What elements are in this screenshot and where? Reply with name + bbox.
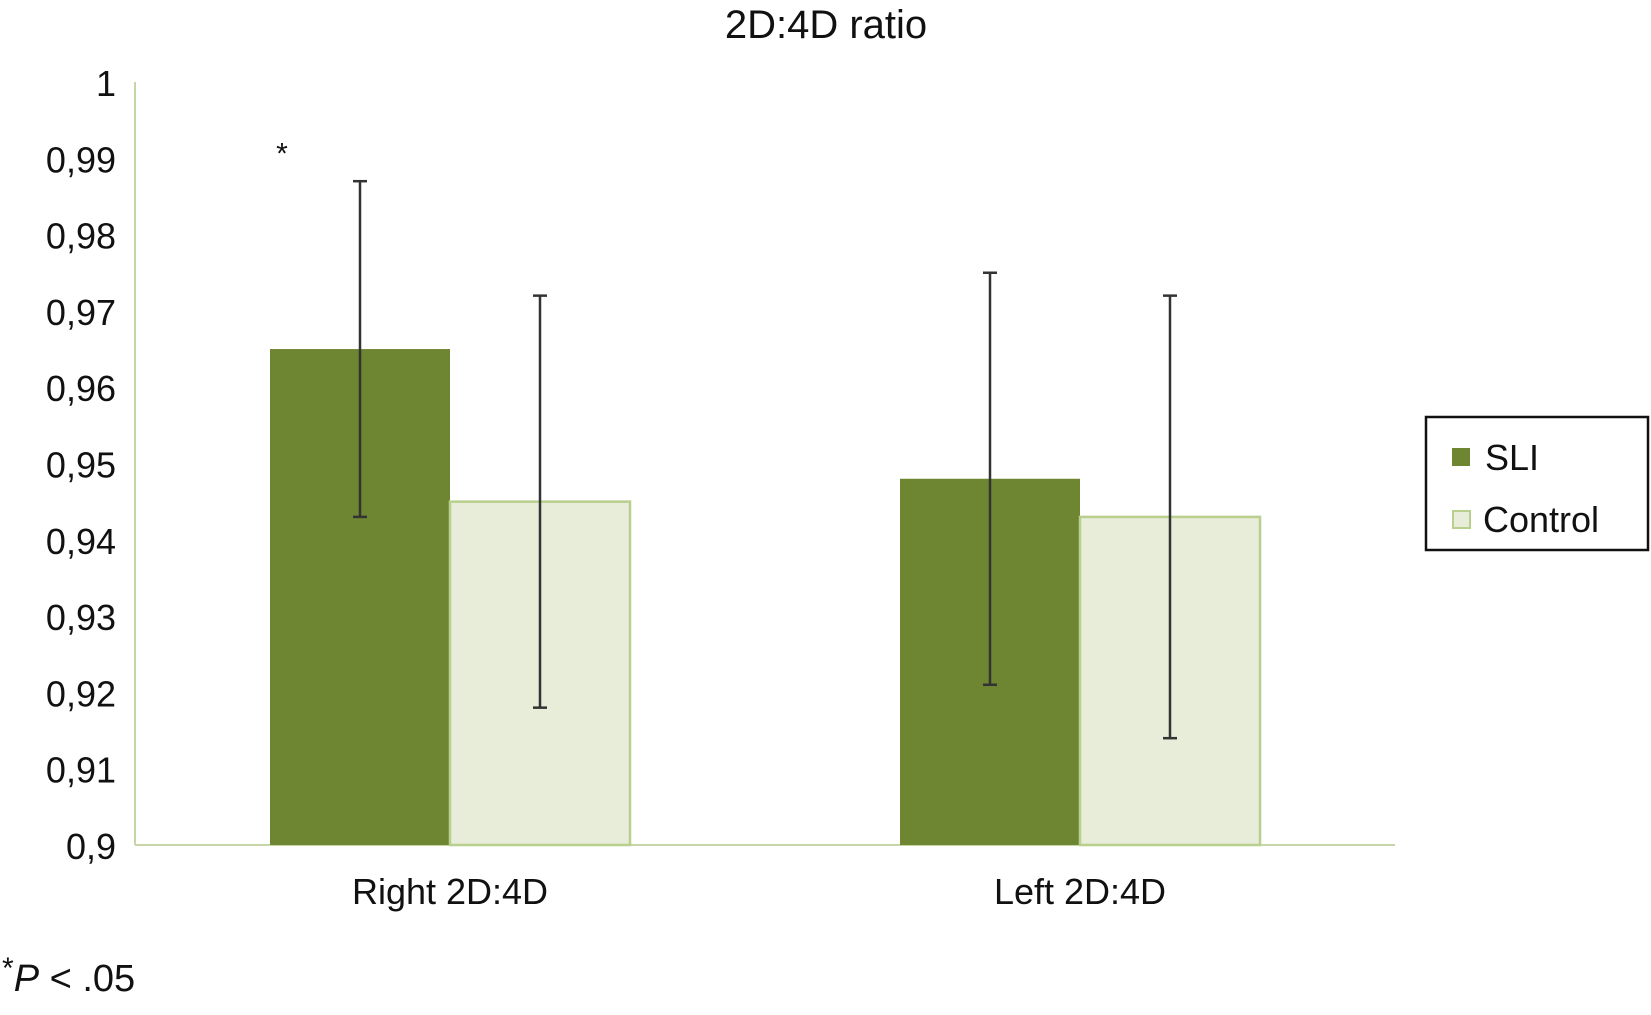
chart-title: 2D:4D ratio [725, 3, 927, 47]
annotations: * [276, 137, 288, 170]
legend-swatch-control [1452, 510, 1471, 529]
footnote-symbol: * [2, 952, 14, 985]
legend-label-control: Control [1483, 499, 1599, 540]
y-tick-label: 1 [96, 63, 116, 104]
y-tick-label: 0,96 [46, 368, 116, 409]
error-bars [353, 179, 1177, 740]
y-tick-label: 0,97 [46, 292, 116, 333]
footnote: *P < .05 [2, 954, 136, 1000]
x-axis: Right 2D:4D Left 2D:4D [135, 844, 1395, 912]
y-tick-label: 0,93 [46, 597, 116, 638]
y-tick-label: 0,91 [46, 750, 116, 791]
bars [270, 349, 1262, 847]
x-tick-label: Right 2D:4D [352, 871, 548, 912]
significance-marker: * [276, 137, 288, 170]
y-axis: 0,9 0,91 0,92 0,93 0,94 0,95 0,96 0,97 0,98 0,99 1 [46, 63, 136, 867]
legend-label-sli: SLI [1485, 437, 1539, 478]
legend-swatch-sli [1452, 448, 1470, 466]
y-tick-label: 0,94 [46, 521, 116, 562]
y-tick-label: 0,92 [46, 673, 116, 714]
footnote-p: P [13, 958, 40, 1000]
y-tick-label: 0,98 [46, 216, 116, 257]
legend: SLI Control [1424, 415, 1650, 552]
x-tick-label: Left 2D:4D [994, 871, 1166, 912]
y-tick-label: 0,99 [46, 139, 116, 180]
footnote-rest: < .05 [39, 958, 136, 1000]
y-tick-label: 0,9 [66, 826, 116, 867]
y-tick-label: 0,95 [46, 445, 116, 486]
